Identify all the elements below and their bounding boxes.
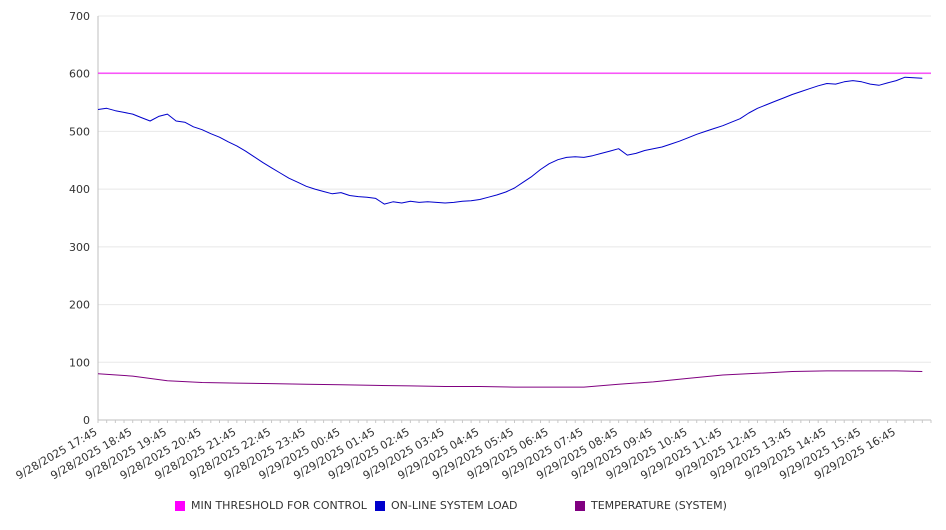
legend-swatch-system-load	[375, 500, 385, 511]
axes	[97, 16, 932, 423]
grid-lines	[98, 15, 931, 363]
legend-item-min-threshold[interactable]: MIN THRESHOLD FOR CONTROL	[175, 499, 367, 512]
series-lines	[97, 72, 931, 388]
y-tick-label: 700	[69, 10, 90, 23]
y-tick-label: 200	[69, 299, 90, 312]
y-tick-label: 600	[69, 68, 90, 81]
legend-label-system-load: ON-LINE SYSTEM LOAD	[391, 499, 518, 512]
x-tick-labels: 9/28/2025 17:459/28/2025 18:459/28/2025 …	[14, 425, 898, 482]
y-tick-label: 0	[83, 414, 90, 427]
series-line-system-load[interactable]	[97, 76, 923, 205]
y-tick-label: 400	[69, 183, 90, 196]
series-line-temperature[interactable]	[97, 370, 923, 388]
y-tick-label: 300	[69, 241, 90, 254]
legend-item-temperature[interactable]: TEMPERATURE (SYSTEM)	[575, 499, 727, 512]
y-tick-labels: 0 100 200 300 400 500 600 700	[69, 10, 90, 427]
y-tick-label: 100	[69, 356, 90, 369]
chart-legend: MIN THRESHOLD FOR CONTROL ON-LINE SYSTEM…	[0, 496, 946, 516]
legend-swatch-temperature	[575, 500, 585, 511]
legend-swatch-min-threshold	[175, 500, 185, 511]
legend-label-min-threshold: MIN THRESHOLD FOR CONTROL	[191, 499, 367, 512]
y-tick-label: 500	[69, 125, 90, 138]
legend-label-temperature: TEMPERATURE (SYSTEM)	[591, 499, 727, 512]
legend-item-system-load[interactable]: ON-LINE SYSTEM LOAD	[375, 499, 517, 512]
